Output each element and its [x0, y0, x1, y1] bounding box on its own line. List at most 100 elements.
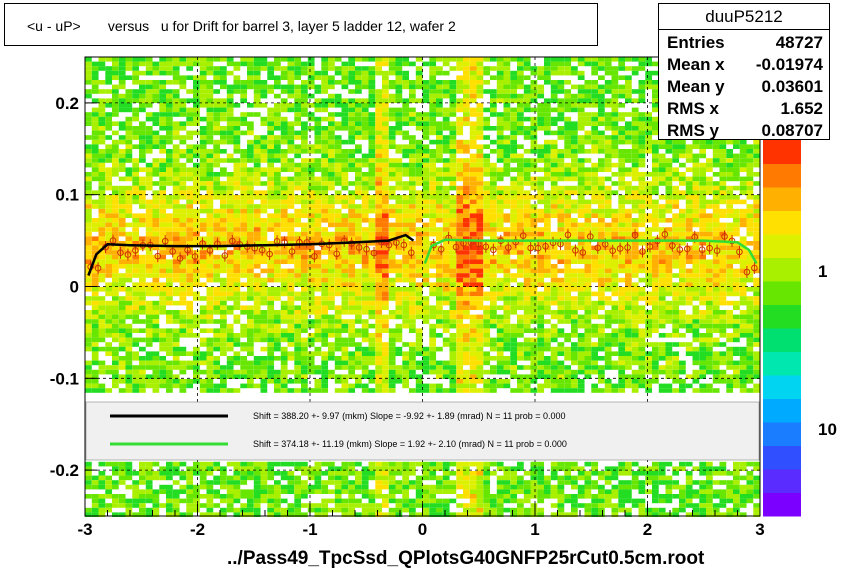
- heat-cell: [213, 158, 221, 163]
- heat-cell: [449, 379, 457, 384]
- heat-cell: [85, 310, 92, 315]
- heat-cell: [247, 323, 254, 329]
- heat-cell: [139, 489, 146, 494]
- heat-cell: [402, 135, 410, 140]
- heat-cell: [294, 162, 302, 168]
- heat-cell: [152, 158, 160, 163]
- heat-cell: [463, 70, 470, 76]
- heat-cell: [402, 296, 410, 301]
- heat-cell: [125, 310, 133, 315]
- heat-cell: [132, 181, 140, 186]
- heat-cell: [112, 190, 119, 195]
- heat-cell: [422, 254, 430, 260]
- heat-cell: [118, 314, 126, 320]
- heat-cell: [166, 98, 173, 103]
- heat-cell: [98, 287, 106, 292]
- heat-cell: [253, 323, 261, 329]
- heat-cell: [490, 383, 497, 389]
- heat-cell: [415, 162, 423, 168]
- heat-cell: [550, 213, 558, 218]
- heat-cell: [307, 264, 315, 269]
- heat-cell: [517, 296, 524, 301]
- heat-cell: [159, 57, 167, 62]
- heat-cell: [409, 314, 416, 320]
- heat-cell: [206, 484, 214, 490]
- heat-cell: [159, 172, 167, 177]
- heat-cell: [112, 287, 119, 292]
- heat-cell: [530, 84, 538, 90]
- heat-cell: [395, 176, 403, 182]
- heat-cell: [85, 153, 92, 159]
- heat-cell: [355, 222, 362, 228]
- heat-cell: [395, 231, 403, 237]
- heat-cell: [537, 144, 545, 149]
- heat-cell: [220, 342, 227, 347]
- heat-cell: [159, 84, 167, 90]
- heat-cell: [361, 319, 369, 324]
- heat-cell: [307, 227, 315, 232]
- heat-cell: [139, 93, 146, 99]
- heat-cell: [172, 254, 180, 260]
- heat-cell: [456, 264, 464, 269]
- heat-cell: [442, 116, 450, 122]
- heat-cell: [280, 84, 288, 90]
- heat-cell: [240, 130, 248, 136]
- heat-cell: [139, 471, 146, 476]
- heat-cell: [186, 98, 194, 103]
- heat-cell: [307, 61, 315, 67]
- heat-cell: [172, 231, 180, 237]
- heat-cell: [469, 346, 477, 352]
- heat-cell: [429, 103, 437, 108]
- heat-cell: [314, 213, 322, 218]
- heat-cell: [98, 181, 106, 186]
- heat-cell: [85, 57, 92, 62]
- heat-cell: [463, 264, 470, 269]
- heat-cell: [463, 512, 470, 517]
- heat-cell: [247, 121, 254, 126]
- heat-cell: [152, 512, 160, 517]
- heat-cell: [267, 314, 275, 320]
- heat-cell: [145, 273, 153, 278]
- heat-cell: [496, 346, 504, 352]
- heat-cell: [125, 461, 133, 467]
- heat-cell: [348, 383, 356, 389]
- heat-cell: [314, 489, 322, 494]
- heat-cell: [267, 507, 275, 513]
- heat-cell: [490, 107, 497, 113]
- heat-cell: [544, 291, 551, 297]
- heat-cell: [206, 195, 214, 200]
- heat-cell: [105, 80, 113, 85]
- heat-cell: [422, 190, 430, 195]
- heat-cell: [442, 218, 450, 223]
- heat-cell: [382, 365, 389, 370]
- heat-cell: [226, 185, 234, 191]
- heat-cell: [355, 471, 362, 476]
- heat-cell: [321, 213, 329, 218]
- heat-cell: [314, 328, 322, 333]
- heat-cell: [510, 199, 518, 205]
- heat-cell: [301, 342, 308, 347]
- heat-cell: [436, 135, 443, 140]
- heat-cell: [233, 236, 241, 241]
- heat-cell: [301, 346, 308, 352]
- heat-cell: [375, 227, 383, 232]
- heat-cell: [530, 379, 538, 384]
- heat-cell: [105, 268, 113, 274]
- heat-cell: [476, 264, 484, 269]
- heat-cell: [186, 314, 194, 320]
- heat-cell: [179, 245, 187, 251]
- heat-cell: [199, 268, 207, 274]
- heat-cell: [226, 388, 234, 393]
- heat-cell: [388, 351, 396, 356]
- heat-cell: [112, 314, 119, 320]
- heat-cell: [483, 333, 491, 338]
- heat-cell: [402, 342, 410, 347]
- heat-cell: [314, 185, 322, 191]
- heat-cell: [172, 199, 180, 205]
- heat-cell: [172, 273, 180, 278]
- heat-cell: [382, 112, 389, 117]
- heat-cell: [314, 130, 322, 136]
- heat-cell: [274, 57, 281, 62]
- heat-cell: [402, 98, 410, 103]
- heat-cell: [220, 222, 227, 228]
